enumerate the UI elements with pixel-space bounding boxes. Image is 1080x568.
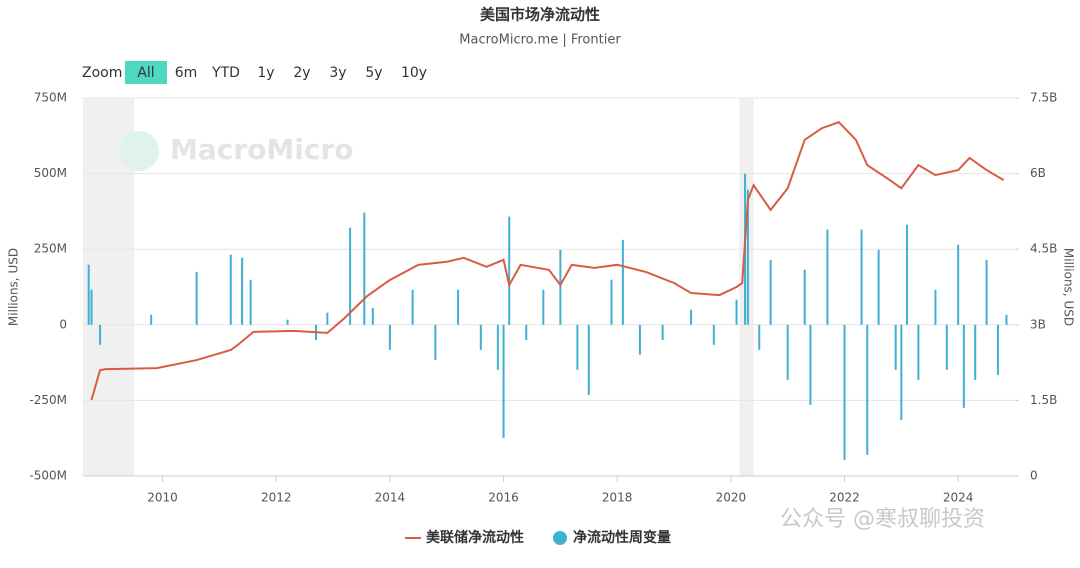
x-tick-label: 2024 [943,491,974,505]
range-button[interactable]: 3y [329,65,346,81]
bar [525,324,528,340]
bar [576,324,579,370]
bar [996,324,999,375]
y-tick-label: -250M [29,393,67,407]
bar [934,289,937,325]
bar [758,324,761,350]
range-button[interactable]: YTD [211,65,240,81]
bar [249,279,252,325]
range-button[interactable]: 5y [365,65,382,81]
range-button[interactable]: 6m [175,65,198,81]
bar [962,324,965,408]
chart-title: 美国市场净流动性 [480,6,600,24]
x-tick-label: 2022 [829,491,860,505]
bar [661,324,664,340]
watermark: MacroMicro [170,133,354,166]
bar [496,324,499,370]
bar [877,249,880,325]
bar [229,254,232,325]
y-tick-label: -500M [29,469,67,483]
bar [1005,314,1008,325]
bar [803,269,806,325]
y2-tick-label: 3B [1030,317,1046,331]
range-button[interactable]: 1y [257,65,274,81]
x-tick-label: 2010 [147,491,178,505]
y-tick-label: 500M [34,166,67,180]
bar [411,289,414,325]
bar [735,299,738,325]
bar [286,319,289,325]
bar [826,229,829,325]
y-tick-label: 0 [59,317,67,331]
watermark-logo [119,131,159,171]
bar [906,224,909,325]
bar [866,324,869,455]
bar [99,324,102,345]
y2-tick-label: 6B [1030,166,1046,180]
y-tick-label: 250M [34,242,67,256]
bar [559,249,562,325]
bar [241,257,244,325]
x-tick-label: 2016 [488,491,519,505]
bar [809,324,812,405]
recession-shade [739,98,754,476]
bar [363,212,366,325]
bar [786,324,789,380]
y2-tick-label: 0 [1030,469,1038,483]
bar [746,189,749,325]
y2-tick-label: 4.5B [1030,242,1057,256]
x-tick-label: 2020 [716,491,747,505]
bar [502,324,505,438]
x-tick-label: 2018 [602,491,633,505]
line [90,121,1005,401]
bar [985,259,988,325]
bar [690,309,693,325]
x-tick-label: 2012 [261,491,292,505]
bar [457,289,460,325]
bar [542,289,545,325]
bar [974,324,977,380]
range-button[interactable]: All [137,65,154,81]
legend-label: 美联储净流动性 [426,529,524,546]
bar [508,216,511,325]
bar [371,307,374,325]
bar [945,324,948,370]
y2-axis-title: Millions, USD [1062,248,1076,326]
bar [90,289,93,325]
bar [621,239,624,325]
bar [434,324,437,360]
range-button-active [125,61,167,84]
bar [195,271,198,325]
range-button[interactable]: 10y [401,65,427,81]
legend-swatch [553,531,567,545]
bar [957,244,960,325]
bar [638,324,641,355]
bar [860,229,863,325]
range-button[interactable]: 2y [293,65,310,81]
bar [349,227,352,325]
y2-tick-label: 1.5B [1030,393,1057,407]
bar [894,324,897,370]
bar [843,324,846,460]
y2-tick-label: 7.5B [1030,91,1057,105]
bar [769,259,772,325]
chart-subtitle: MacroMicro.me | Frontier [459,33,621,48]
bar [917,324,920,380]
y-tick-label: 750M [34,91,67,105]
watermark-2: 公众号 @寒叔聊投资 [780,507,985,532]
x-tick-label: 2014 [375,491,406,505]
bar [479,324,482,350]
bar [388,324,391,350]
bar [610,279,613,325]
y-axis-title: Millions, USD [7,248,21,326]
bar [87,264,90,325]
bar [587,324,590,395]
zoom-label: Zoom [82,65,122,81]
bar [326,312,329,325]
bar [150,314,153,325]
bar [900,324,903,421]
bar [712,324,715,345]
legend-label: 净流动性周变量 [573,529,671,546]
